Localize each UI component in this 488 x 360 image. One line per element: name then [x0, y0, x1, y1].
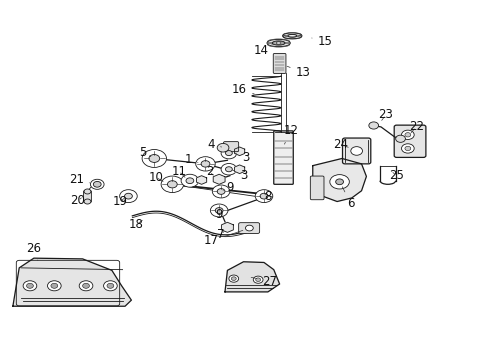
Text: 19: 19 [112, 195, 127, 208]
Circle shape [84, 189, 91, 194]
Circle shape [245, 225, 253, 231]
Circle shape [181, 174, 198, 187]
Circle shape [329, 175, 348, 189]
Text: 27: 27 [251, 275, 277, 288]
Circle shape [82, 283, 89, 288]
Text: 3: 3 [232, 169, 247, 182]
Text: 14: 14 [254, 44, 272, 57]
Text: 7: 7 [217, 228, 224, 241]
Text: 9: 9 [223, 181, 233, 194]
FancyBboxPatch shape [273, 131, 293, 184]
Circle shape [212, 185, 229, 198]
Circle shape [368, 122, 378, 129]
Text: 13: 13 [286, 66, 310, 79]
Circle shape [142, 149, 166, 167]
Text: 1: 1 [184, 153, 198, 166]
Text: 6: 6 [342, 187, 354, 210]
Text: 2: 2 [205, 165, 213, 178]
FancyBboxPatch shape [393, 125, 425, 157]
Circle shape [210, 204, 227, 217]
Polygon shape [312, 158, 366, 202]
Circle shape [221, 163, 236, 175]
Polygon shape [213, 174, 224, 184]
Text: 3: 3 [234, 151, 249, 164]
Circle shape [404, 133, 410, 137]
Text: 12: 12 [283, 124, 298, 144]
Circle shape [350, 147, 362, 155]
Ellipse shape [287, 35, 296, 37]
Circle shape [221, 147, 236, 159]
Ellipse shape [276, 42, 281, 44]
Circle shape [103, 281, 117, 291]
Circle shape [23, 281, 37, 291]
Polygon shape [234, 147, 244, 156]
Text: 16: 16 [232, 83, 254, 96]
Text: 4: 4 [207, 138, 221, 150]
Text: 25: 25 [388, 169, 403, 182]
Circle shape [90, 179, 104, 189]
Circle shape [149, 154, 159, 162]
Circle shape [225, 167, 232, 172]
Text: 24: 24 [333, 138, 348, 150]
Text: 18: 18 [128, 218, 143, 231]
Ellipse shape [266, 40, 290, 46]
Circle shape [124, 193, 132, 199]
Circle shape [260, 193, 267, 199]
Text: 15: 15 [311, 35, 332, 49]
Circle shape [215, 208, 223, 213]
Circle shape [167, 181, 177, 188]
Circle shape [231, 277, 236, 280]
Polygon shape [221, 222, 233, 232]
Circle shape [225, 150, 232, 156]
Text: 11: 11 [171, 165, 186, 177]
Text: 22: 22 [408, 121, 423, 134]
Circle shape [335, 179, 343, 185]
Text: 8: 8 [264, 190, 271, 203]
Ellipse shape [272, 41, 285, 45]
Circle shape [79, 281, 93, 291]
Circle shape [120, 190, 137, 203]
Polygon shape [224, 262, 279, 292]
Circle shape [217, 143, 228, 152]
FancyBboxPatch shape [342, 138, 370, 164]
Ellipse shape [282, 33, 302, 39]
Circle shape [401, 144, 413, 153]
Text: 23: 23 [378, 108, 392, 121]
Text: 10: 10 [148, 171, 163, 184]
Circle shape [401, 130, 413, 139]
Text: 20: 20 [70, 194, 85, 207]
Circle shape [94, 182, 100, 186]
Circle shape [84, 199, 91, 204]
Circle shape [255, 190, 272, 203]
Circle shape [255, 278, 260, 282]
Circle shape [253, 276, 263, 283]
Circle shape [107, 283, 114, 288]
Circle shape [51, 283, 58, 288]
Text: 5: 5 [139, 145, 151, 158]
Text: 21: 21 [69, 173, 89, 186]
Polygon shape [196, 176, 206, 184]
Circle shape [47, 281, 61, 291]
Circle shape [26, 283, 33, 288]
Text: 9: 9 [215, 208, 223, 221]
FancyBboxPatch shape [83, 191, 91, 202]
Circle shape [201, 161, 209, 167]
Circle shape [217, 189, 224, 194]
Text: 26: 26 [26, 242, 41, 261]
Circle shape [195, 157, 215, 171]
FancyBboxPatch shape [223, 141, 238, 152]
Circle shape [228, 275, 238, 282]
Circle shape [93, 181, 101, 187]
FancyBboxPatch shape [238, 223, 259, 233]
Text: 17: 17 [203, 230, 243, 247]
Circle shape [395, 135, 405, 142]
FancyBboxPatch shape [273, 53, 285, 73]
Circle shape [161, 176, 183, 193]
Circle shape [185, 178, 193, 184]
Polygon shape [234, 165, 244, 174]
FancyBboxPatch shape [310, 176, 324, 200]
Polygon shape [13, 258, 131, 306]
Circle shape [404, 146, 410, 150]
